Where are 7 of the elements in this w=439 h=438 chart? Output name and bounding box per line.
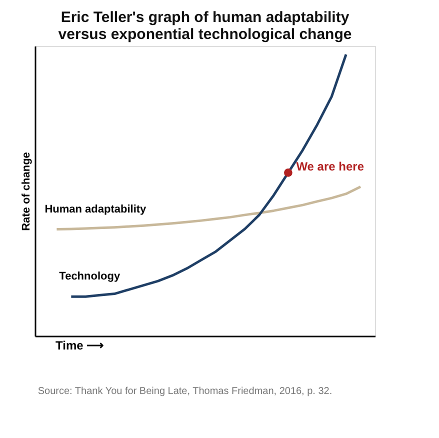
series-label: Technology bbox=[59, 270, 121, 283]
x-axis-title: Time ⟶ bbox=[56, 338, 104, 352]
source-note: Source: Thank You for Being Late, Thomas Friedman, 2016, p. 32. bbox=[38, 386, 332, 397]
y-axis-title: Rate of change bbox=[20, 152, 32, 231]
series-label: Human adaptability bbox=[44, 203, 148, 216]
chart-title: Eric Teller's graph of human adaptability versus exponential technological change bbox=[58, 9, 352, 43]
series-label: We are here bbox=[296, 160, 364, 174]
